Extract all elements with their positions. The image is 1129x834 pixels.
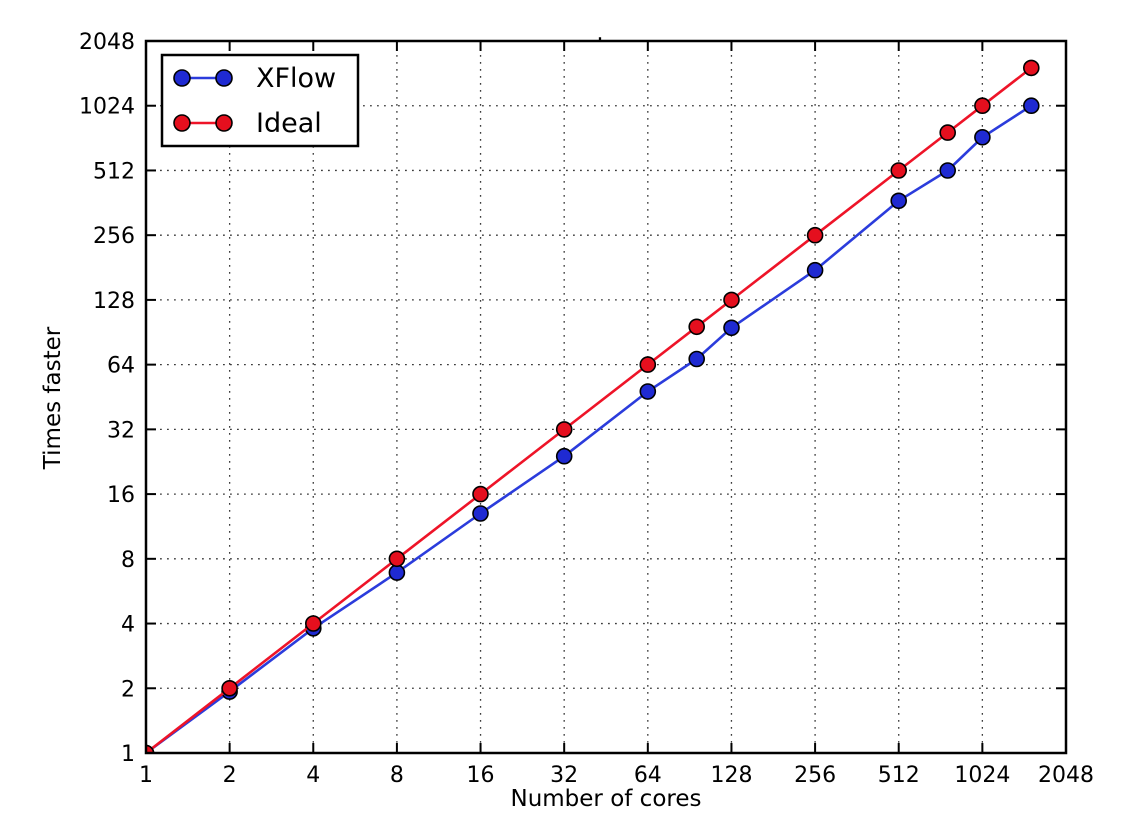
data-marker-ideal-256 (806, 226, 824, 244)
x-tick-label-64: 64 (634, 763, 662, 788)
y-tick-label-2: 2 (121, 677, 135, 702)
y-tick-label-1024: 1024 (79, 95, 135, 120)
data-marker-ideal-768 (939, 124, 957, 141)
axes-frame-and-ticks (144, 39, 1068, 755)
plot-frame (144, 39, 1068, 755)
x-tick-label-256: 256 (794, 763, 836, 788)
data-marker-ideal-1 (146, 744, 155, 753)
legend-marker-ideal (215, 114, 233, 132)
data-marker-ideal-64 (639, 356, 657, 373)
legend-marker-xflow (173, 69, 191, 87)
legend-entry-ideal: Ideal (173, 108, 322, 139)
data-marker-ideal-4 (304, 615, 322, 632)
y-tick-label-512: 512 (93, 159, 135, 184)
x-tick-label-32: 32 (550, 763, 578, 788)
x-tick-label-512: 512 (878, 763, 920, 788)
data-marker-ideal-8 (388, 550, 406, 568)
data-marker-xflow-1536 (1023, 97, 1040, 114)
data-marker-xflow-16 (472, 505, 489, 522)
data-marker-xflow-128 (723, 319, 740, 337)
data-marker-xflow-32 (555, 447, 573, 465)
data-series (146, 59, 1040, 753)
y-tick-label-1: 1 (121, 742, 135, 767)
y-tick-label-2048: 2048 (79, 30, 135, 55)
data-marker-xflow-64 (639, 383, 657, 400)
data-marker-xflow-8 (388, 564, 406, 581)
data-marker-xflow-512 (890, 192, 908, 210)
y-tick-label-4: 4 (121, 613, 135, 638)
legend-entry-xflow: XFlow (173, 63, 336, 94)
series-line-ideal (146, 66, 1033, 753)
data-marker-ideal-1536 (1023, 59, 1040, 77)
data-marker-xflow-768 (939, 162, 957, 179)
data-marker-ideal-96 (688, 318, 706, 336)
legend-label-ideal: Ideal (256, 108, 322, 139)
data-marker-xflow-256 (806, 261, 824, 279)
y-axis-label: Times faster (40, 326, 66, 470)
data-marker-ideal-512 (890, 162, 908, 179)
x-tick-label-1024: 1024 (954, 763, 1010, 788)
y-tick-label-8: 8 (121, 548, 135, 573)
y-tick-label-32: 32 (107, 418, 135, 443)
x-tick-label-128: 128 (710, 763, 752, 788)
tick-labels: 1 2 4 8 16 32 64 128 256 512 1024 2048 1 2 4 8 16 32 64 128… (79, 30, 1094, 788)
x-tick-label-16: 16 (467, 763, 495, 788)
data-marker-ideal-2 (221, 679, 238, 697)
y-tick-label-256: 256 (93, 224, 135, 249)
x-tick-label-4: 4 (306, 763, 320, 788)
x-tick-label-2: 2 (223, 763, 237, 788)
y-tick-label-16: 16 (107, 483, 135, 508)
x-tick-label-1: 1 (139, 763, 153, 788)
legend: XFlow Ideal (160, 53, 360, 148)
data-marker-ideal-16 (472, 485, 489, 503)
chart-title-dot: . (597, 21, 604, 46)
legend-marker-ideal (173, 114, 191, 132)
y-tick-label-64: 64 (107, 354, 135, 379)
data-marker-xflow-96 (688, 350, 706, 368)
data-marker-ideal-1024 (974, 97, 991, 114)
series-line-xflow (146, 104, 1033, 753)
x-tick-label-8: 8 (390, 763, 404, 788)
x-tick-label-2048: 2048 (1038, 763, 1094, 788)
legend-box (160, 53, 360, 148)
data-marker-xflow-1024 (974, 129, 991, 146)
legend-label-xflow: XFlow (256, 63, 336, 94)
data-marker-ideal-32 (555, 421, 573, 438)
legend-marker-xflow (215, 69, 233, 87)
y-tick-label-128: 128 (93, 289, 135, 314)
data-marker-ideal-128 (723, 291, 740, 309)
x-axis-label: Number of cores (511, 786, 702, 812)
